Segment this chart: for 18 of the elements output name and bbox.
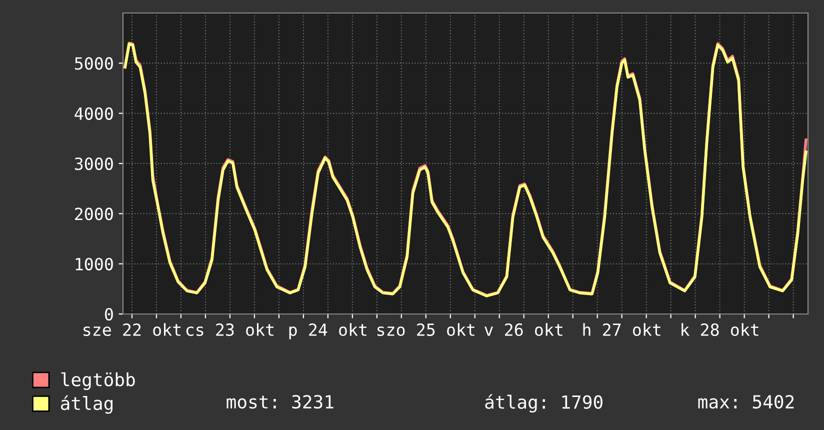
x-tick-label: k 28 okt (682, 323, 758, 336)
text: max: 5402 (698, 394, 794, 409)
y-tick-label: 1000 (76, 258, 113, 270)
y-tick-label: 2000 (75, 208, 113, 220)
x-tick-label: sze 22 okt (84, 323, 181, 336)
y-tick-label: 0 (105, 308, 113, 321)
text: most: 3231 (226, 394, 334, 409)
y-tick-label: 4000 (74, 107, 113, 120)
x-tick-label: cs 23 okt (186, 323, 274, 336)
legend-label: átlag (60, 395, 112, 414)
y-tick-label: 3000 (74, 158, 113, 170)
x-tick-label: v 26 okt (484, 323, 562, 336)
legend-label: legtöbb (61, 372, 135, 390)
text: átlag: 1790 (485, 394, 602, 412)
y-tick-label: 5000 (75, 57, 113, 70)
x-tick-label: szo 25 okt (377, 323, 474, 336)
x-tick-label: h 27 okt (583, 323, 660, 336)
x-tick-label: p 24 okt (289, 323, 366, 340)
